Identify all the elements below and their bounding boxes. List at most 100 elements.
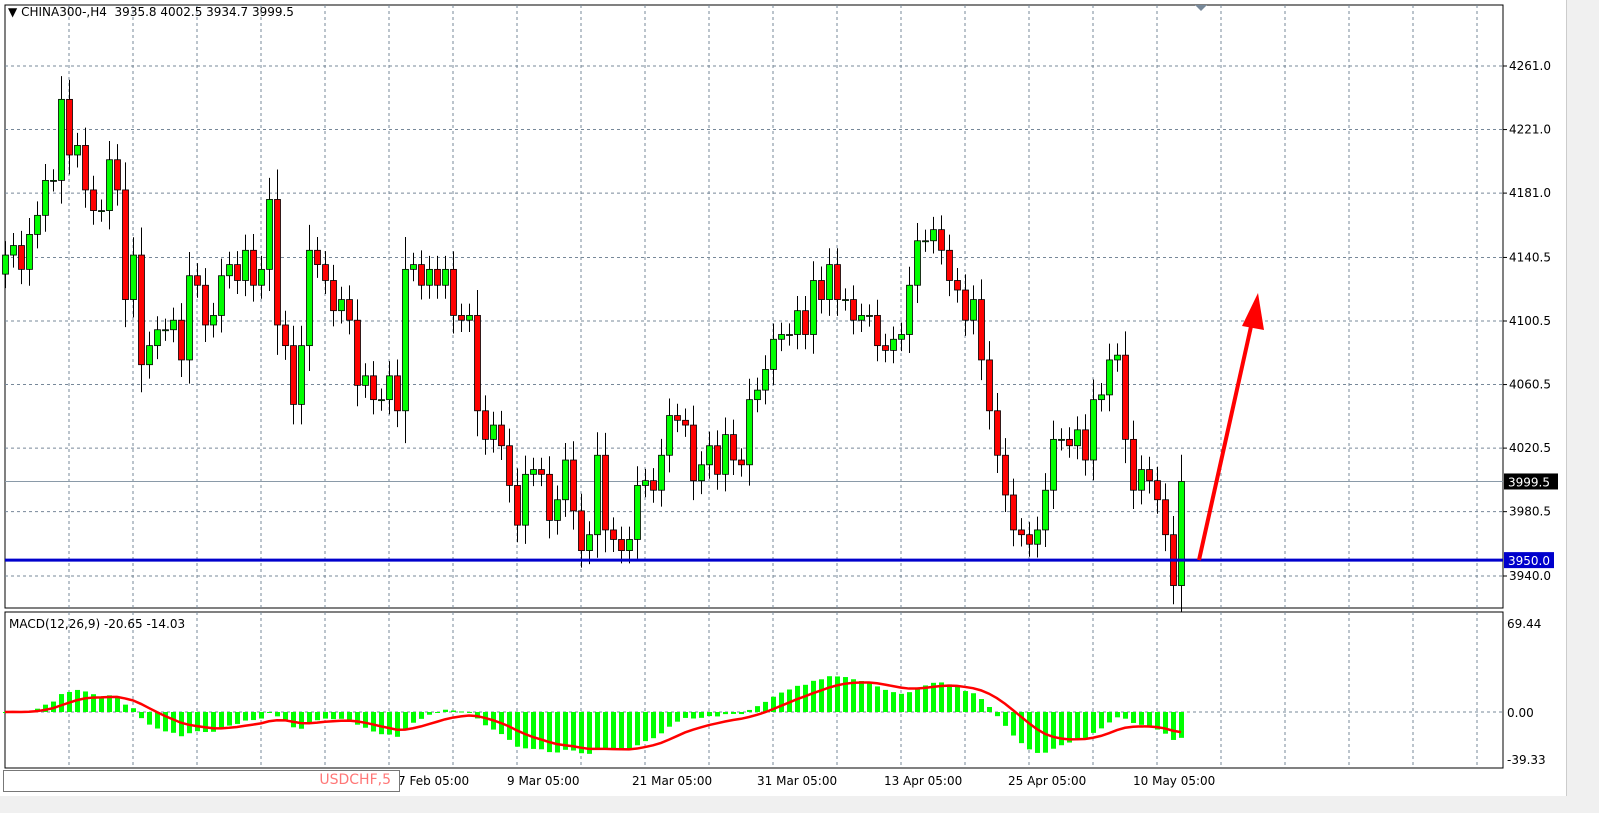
candle-body xyxy=(1074,429,1081,447)
candle-body xyxy=(826,264,833,300)
candle-body xyxy=(1098,394,1105,401)
macd-bar xyxy=(1155,712,1160,730)
macd-bar xyxy=(467,711,472,713)
macd-bar xyxy=(827,676,832,712)
macd-bar xyxy=(1131,712,1136,723)
symbol-overlay-box[interactable]: USDCHF,5 xyxy=(3,770,400,792)
candle-body xyxy=(498,424,505,447)
candle-body xyxy=(690,424,697,482)
candle-body xyxy=(1050,438,1057,491)
candle-body xyxy=(266,199,273,270)
candle-body xyxy=(1010,494,1017,531)
candle-body xyxy=(714,445,721,475)
candle-body xyxy=(874,315,881,347)
candle-body xyxy=(418,264,425,286)
price-tick-label: 4100.5 xyxy=(1509,314,1551,328)
candle-body xyxy=(170,319,177,331)
candle-body xyxy=(762,369,769,391)
macd-bar xyxy=(811,680,816,712)
candle-body xyxy=(138,254,145,366)
candle-body xyxy=(210,315,217,326)
macd-bar xyxy=(307,712,312,724)
macd-histogram xyxy=(3,676,1184,754)
macd-bar xyxy=(659,712,664,734)
candle-body xyxy=(930,229,937,242)
macd-bar xyxy=(43,704,48,712)
macd-bar xyxy=(947,684,952,712)
macd-bar xyxy=(667,712,672,727)
macd-bar xyxy=(355,712,360,725)
macd-bar xyxy=(195,712,200,732)
macd-bar xyxy=(435,712,440,713)
candle-body xyxy=(42,179,49,216)
macd-bar xyxy=(699,712,704,718)
candle-body xyxy=(178,319,185,361)
chart-window[interactable]: 4261.0 4221.0 4181.0 4140.5 4100.5 4060.5 4020… xyxy=(0,0,1567,796)
macd-bar xyxy=(347,712,352,720)
macd-bar xyxy=(331,712,336,720)
candle-body xyxy=(906,284,913,335)
up-arrow-head xyxy=(1242,293,1264,330)
candle-body xyxy=(778,334,785,340)
candle-body xyxy=(354,319,361,386)
macd-bar xyxy=(291,712,296,728)
candle-body xyxy=(18,245,25,270)
macd-bar xyxy=(899,693,904,712)
macd-bar xyxy=(955,686,960,712)
price-chart[interactable]: 4261.0 4221.0 4181.0 4140.5 4100.5 4060.5 4020… xyxy=(0,0,1566,796)
macd-bar xyxy=(139,712,144,719)
macd-bar xyxy=(283,712,288,721)
macd-bar xyxy=(747,709,752,712)
macd-bar xyxy=(211,712,216,732)
candle-body xyxy=(394,375,401,412)
macd-bar xyxy=(1059,712,1064,746)
candle-body xyxy=(26,234,33,270)
macd-bar xyxy=(683,712,688,718)
candle-body xyxy=(722,434,729,475)
macd-bar xyxy=(819,679,824,712)
macd-bar xyxy=(875,686,880,712)
macd-bar xyxy=(403,712,408,730)
macd-signal-line xyxy=(4,681,1182,751)
macd-bar xyxy=(987,707,992,712)
macd-bar xyxy=(675,712,680,722)
candle-body xyxy=(2,254,9,275)
macd-bar xyxy=(611,712,616,750)
candle-body xyxy=(226,264,233,277)
price-panel-frame xyxy=(4,4,1504,609)
support-line-badge xyxy=(1504,552,1554,569)
macd-bar xyxy=(379,712,384,735)
symbol-label: CHINA300-,H4 xyxy=(21,5,107,19)
macd-bar xyxy=(427,712,432,715)
price-tick-label: 4140.5 xyxy=(1509,250,1551,264)
candle-body xyxy=(66,98,73,156)
candle-body xyxy=(810,280,817,335)
macd-bar xyxy=(451,710,456,712)
candle-body xyxy=(898,334,905,340)
candle-body xyxy=(738,459,745,466)
macd-bar xyxy=(651,712,656,739)
macd-bar xyxy=(723,712,728,715)
macd-bar xyxy=(643,712,648,742)
macd-bar xyxy=(1035,712,1040,753)
macd-bar xyxy=(779,692,784,712)
macd-bar xyxy=(259,712,264,719)
candle-body xyxy=(650,480,657,491)
candle-body xyxy=(114,159,121,191)
macd-bar xyxy=(715,712,720,717)
macd-tick-label: 69.44 xyxy=(1507,617,1541,631)
macd-bar xyxy=(619,712,624,751)
macd-bar xyxy=(923,685,928,712)
macd-bar xyxy=(1051,712,1056,749)
macd-bar xyxy=(1067,712,1072,743)
candle-body xyxy=(1090,399,1097,461)
macd-bar xyxy=(1179,712,1184,738)
candle-body xyxy=(514,485,521,526)
macd-bar xyxy=(571,712,576,751)
candle-body xyxy=(322,264,329,281)
candle-body xyxy=(290,345,297,405)
triangle-down-icon[interactable]: ▼ xyxy=(8,5,18,19)
macd-bar xyxy=(787,689,792,712)
macd-bar xyxy=(763,701,768,712)
macd-bar xyxy=(395,712,400,737)
